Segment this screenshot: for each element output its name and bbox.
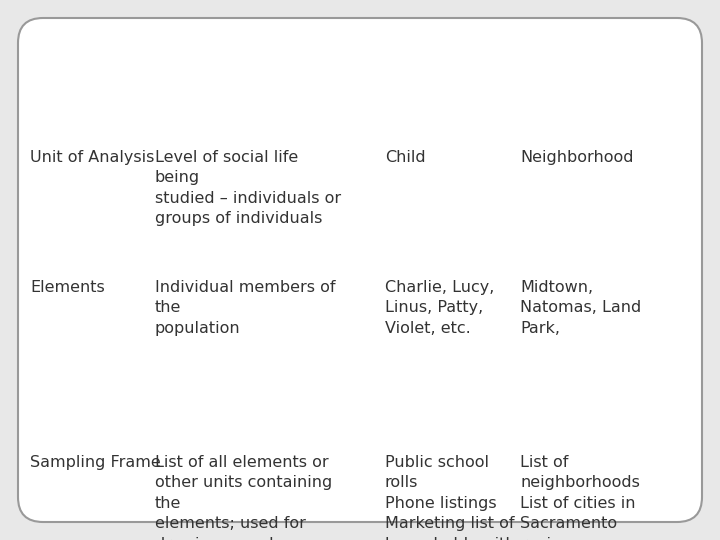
Text: List of
neighborhoods
List of cities in
Sacramento
region: List of neighborhoods List of cities in … [520, 455, 640, 540]
Text: Individual members of
the
population: Individual members of the population [155, 280, 336, 336]
Text: List of all elements or
other units containing
the
elements; used for
drawing sa: List of all elements or other units cont… [155, 455, 332, 540]
FancyBboxPatch shape [18, 18, 702, 522]
Text: Elements: Elements [30, 280, 104, 295]
Text: Charlie, Lucy,
Linus, Patty,
Violet, etc.: Charlie, Lucy, Linus, Patty, Violet, etc… [385, 280, 495, 336]
Text: Neighborhood: Neighborhood [520, 150, 634, 165]
Text: Midtown,
Natomas, Land
Park,: Midtown, Natomas, Land Park, [520, 280, 642, 336]
Text: Child: Child [385, 150, 426, 165]
Text: Public school
rolls
Phone listings
Marketing list of
households with
children: Public school rolls Phone listings Marke… [385, 455, 516, 540]
Text: Unit of Analysis: Unit of Analysis [30, 150, 154, 165]
Text: Level of social life
being
studied – individuals or
groups of individuals: Level of social life being studied – ind… [155, 150, 341, 226]
Text: Sampling Frame: Sampling Frame [30, 455, 161, 470]
